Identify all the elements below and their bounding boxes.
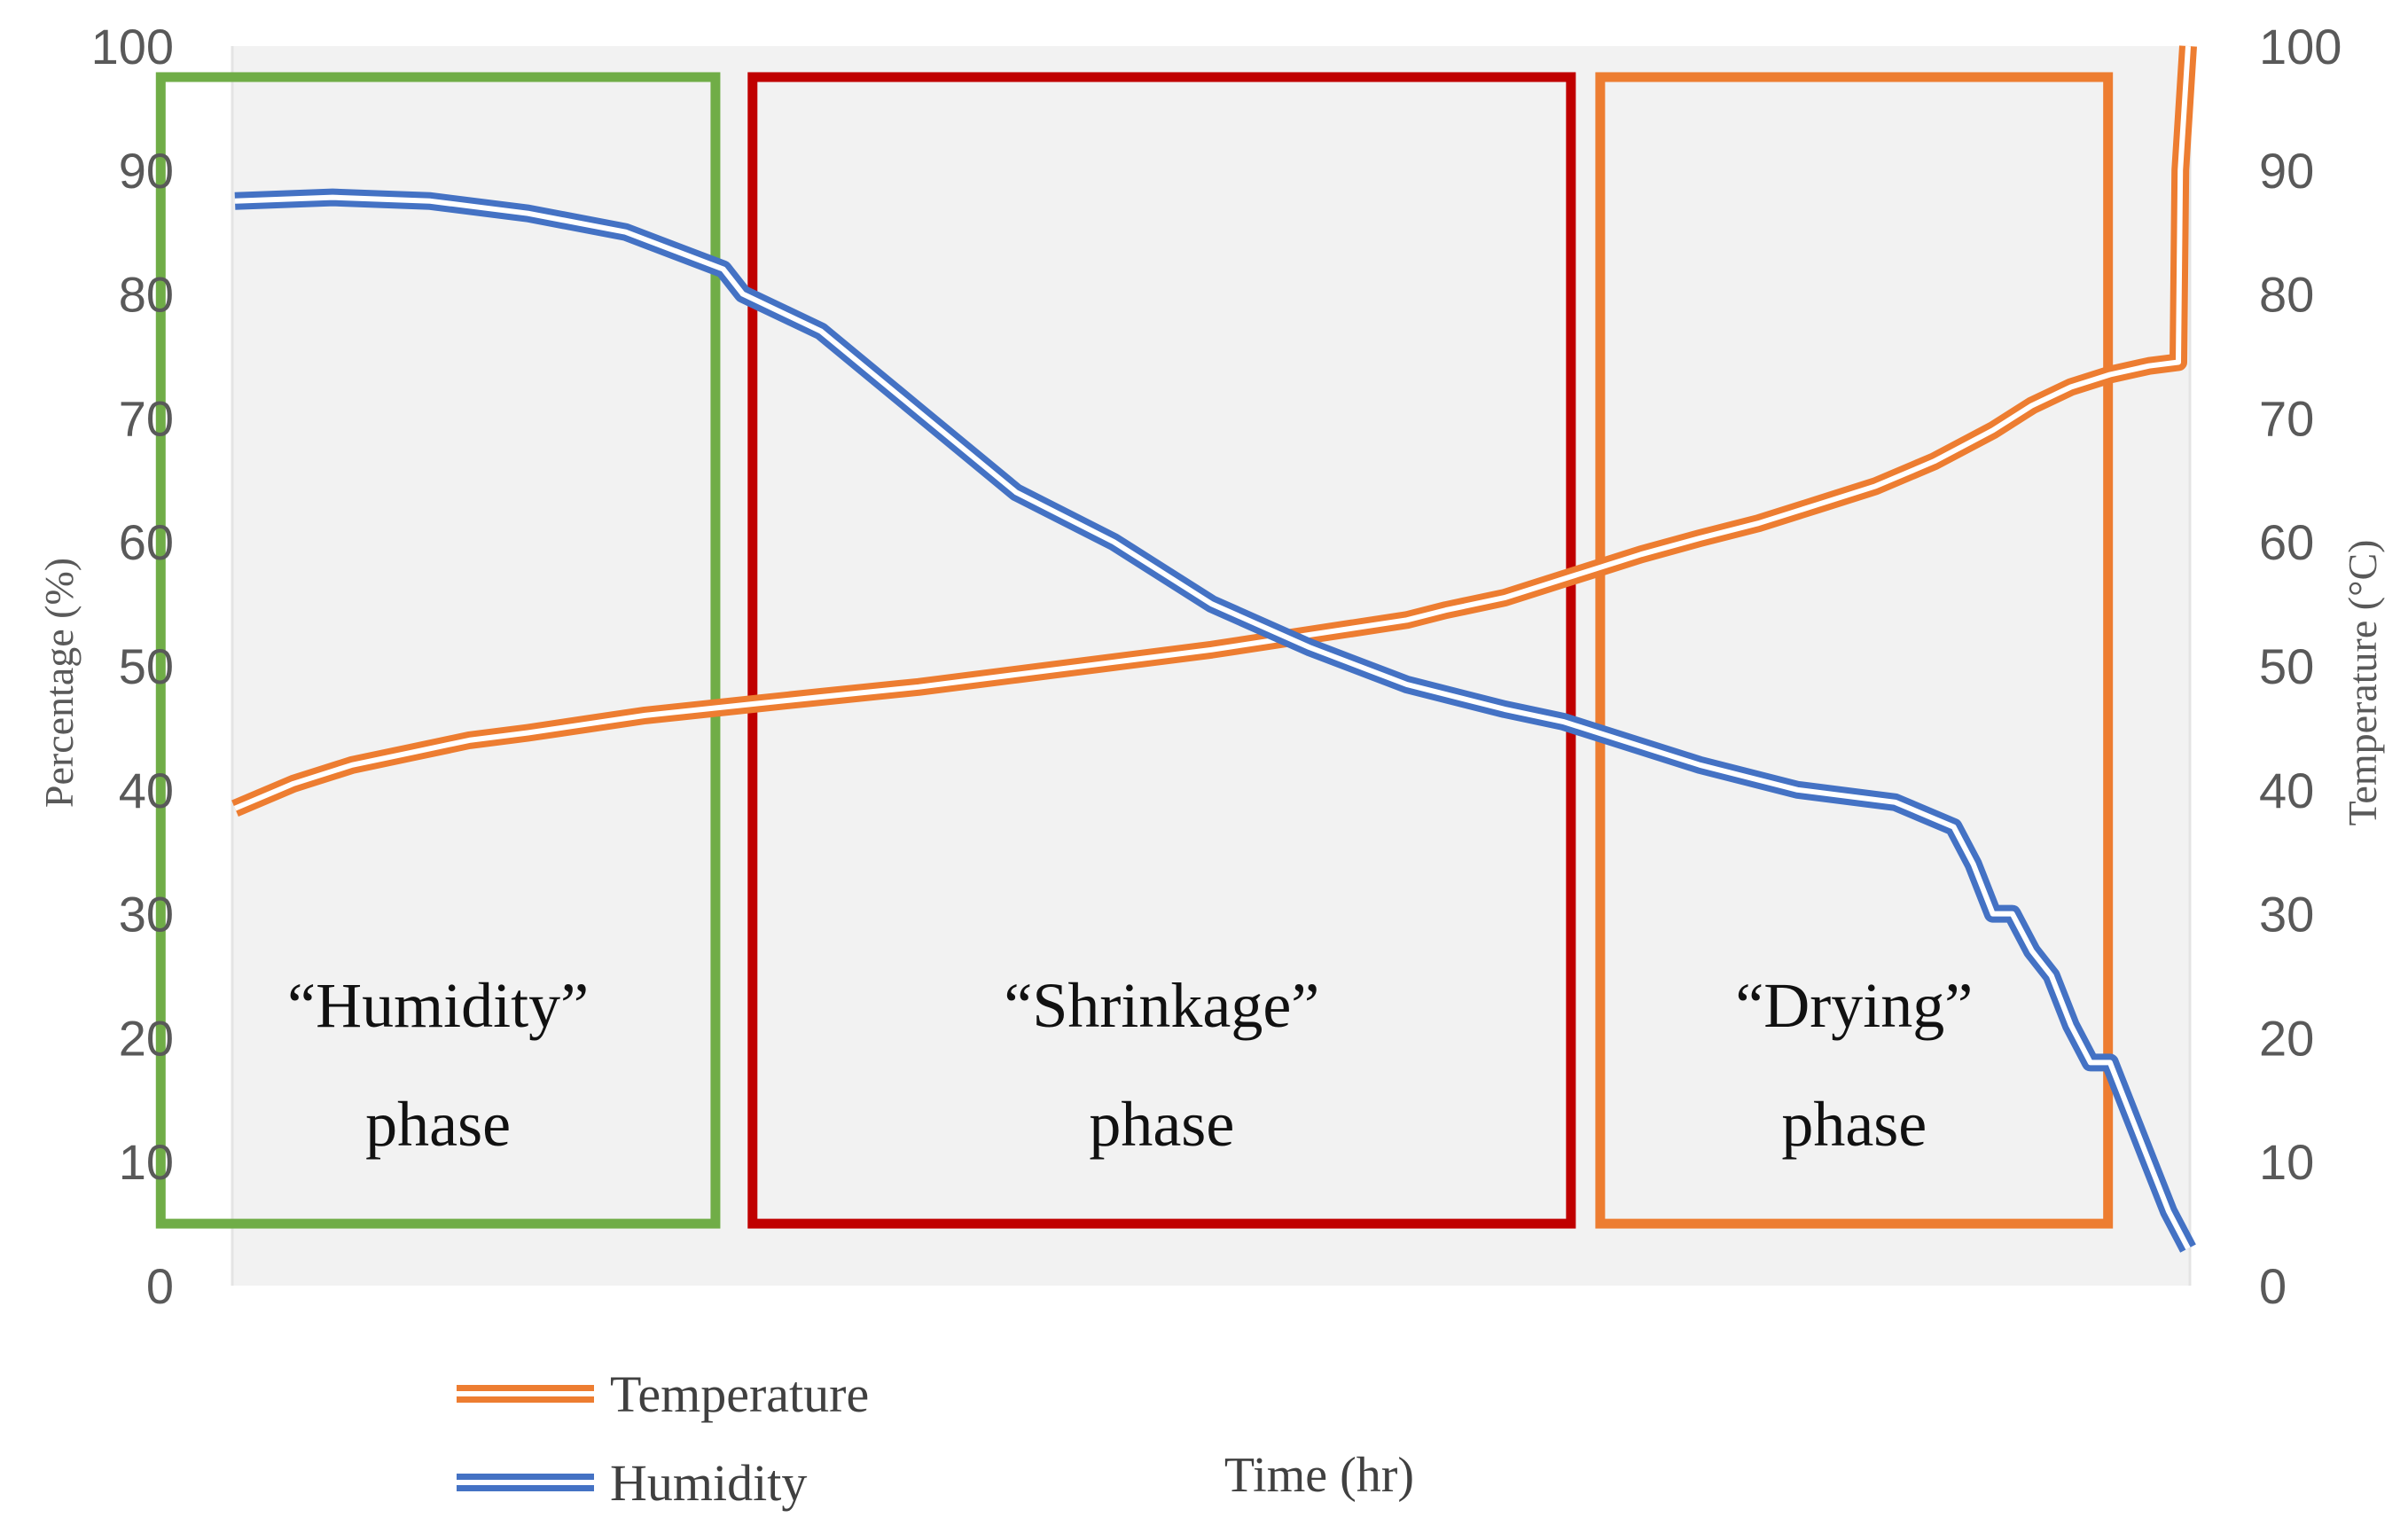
right-tick-label: 0: [2259, 1258, 2287, 1314]
left-axis-label: Percentage (%): [36, 558, 82, 808]
drying-phase-label: “Drying”: [1735, 970, 1973, 1041]
left-tick-label: 30: [119, 887, 174, 942]
left-tick-label: 10: [119, 1134, 174, 1190]
humidity-phase-label-phase: phase: [365, 1089, 511, 1160]
drying-phase-label-phase: phase: [1781, 1089, 1927, 1160]
left-tick-label: 70: [119, 390, 174, 446]
left-axis-ticks: 0 10 20 30 40 50 60 70 80 90 100: [91, 19, 174, 1314]
right-tick-label: 10: [2259, 1134, 2314, 1190]
phase-annotations: “Humidity” phase “Shrinkage” phase “Drying” p…: [155, 72, 2114, 1229]
right-tick-label: 80: [2259, 267, 2314, 323]
right-tick-label: 90: [2259, 143, 2314, 199]
x-axis-label: Time (hr): [1224, 1448, 1414, 1503]
left-tick-label: 60: [119, 514, 174, 570]
right-axis-ticks: 0 10 20 30 40 50 60 70 80 90 100: [2259, 19, 2342, 1314]
right-tick-label: 60: [2259, 514, 2314, 570]
plot-area: [232, 46, 2190, 1286]
right-tick-label: 70: [2259, 390, 2314, 446]
drying-phase-box: [1595, 72, 2114, 1229]
right-tick-label: 20: [2259, 1010, 2314, 1066]
left-tick-label: 40: [119, 763, 174, 818]
left-tick-label: 100: [91, 19, 174, 74]
legend: Temperature Humidity: [457, 1365, 869, 1512]
left-tick-label: 80: [119, 267, 174, 323]
shrinkage-phase-label-phase: phase: [1089, 1089, 1234, 1160]
humidity-phase-label: “Humidity”: [287, 970, 589, 1041]
right-tick-label: 40: [2259, 763, 2314, 818]
series-temperature-line-inner: [233, 45, 2191, 811]
humidity-phase-box: [155, 72, 721, 1229]
left-tick-label: 20: [119, 1010, 174, 1066]
left-tick-label: 50: [119, 638, 174, 694]
right-tick-label: 50: [2259, 638, 2314, 694]
series-humidity-line-inner: [234, 194, 2191, 1250]
shrinkage-phase-box: [747, 72, 1576, 1229]
right-axis-label: Temperature (°C): [2340, 540, 2385, 826]
left-tick-label: 0: [146, 1258, 174, 1314]
shrinkage-phase-label: “Shrinkage”: [1004, 970, 1319, 1041]
series-lines: [231, 45, 2197, 1253]
right-tick-label: 30: [2259, 887, 2314, 942]
legend-label-temperature: Temperature: [610, 1365, 869, 1423]
left-tick-label: 90: [119, 143, 174, 199]
legend-label-humidity: Humidity: [610, 1454, 807, 1512]
right-tick-label: 100: [2259, 19, 2342, 74]
